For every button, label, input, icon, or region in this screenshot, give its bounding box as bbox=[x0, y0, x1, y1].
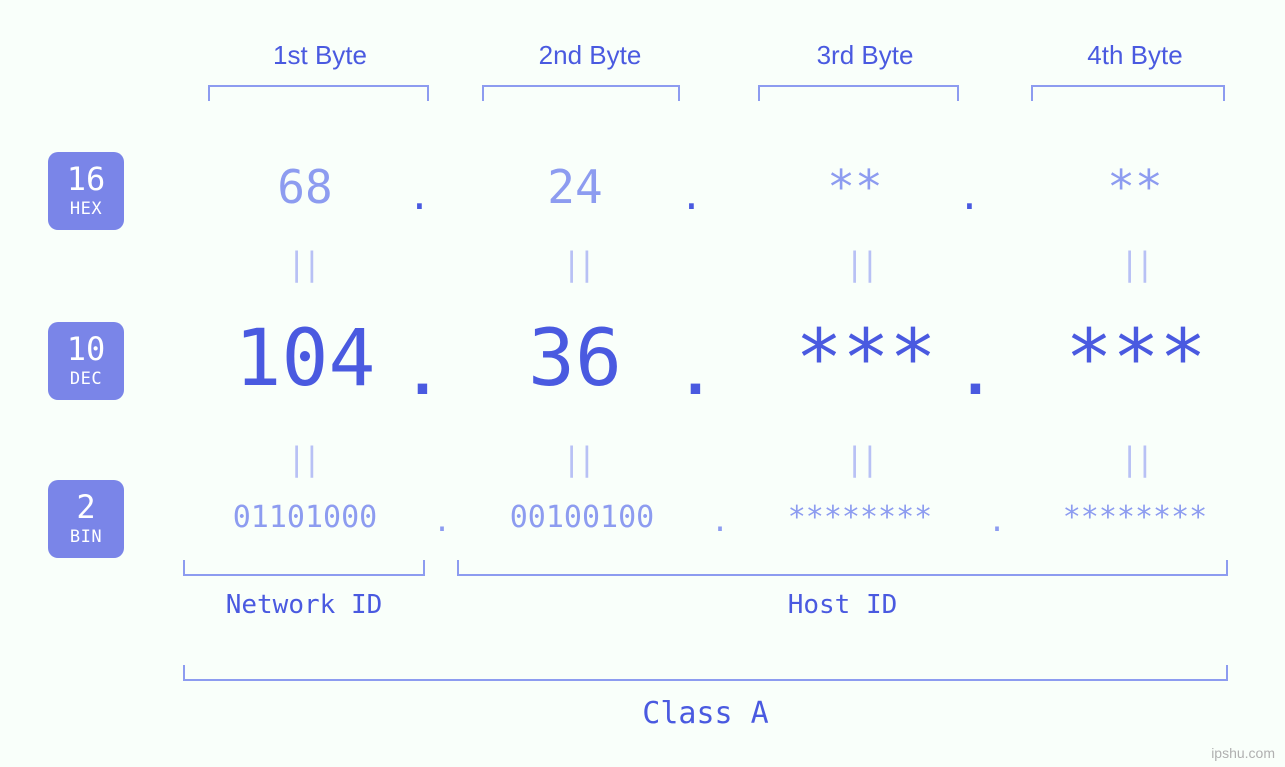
dec-dot-1: . bbox=[405, 340, 440, 408]
eq-dec-bin-2: || bbox=[562, 440, 593, 478]
badge-bin: 2 BIN bbox=[48, 480, 124, 558]
badge-hex-num: 16 bbox=[67, 163, 106, 195]
watermark: ipshu.com bbox=[1211, 745, 1275, 761]
bin-byte-4: ******** bbox=[1005, 500, 1265, 535]
network-id-label: Network ID bbox=[183, 590, 425, 620]
host-id-bracket bbox=[457, 560, 1228, 576]
eq-hex-dec-1: || bbox=[287, 245, 318, 283]
class-label: Class A bbox=[183, 696, 1228, 731]
eq-dec-bin-4: || bbox=[1120, 440, 1151, 478]
dec-dot-2: . bbox=[678, 340, 713, 408]
bin-dot-1: . bbox=[433, 504, 451, 539]
eq-dec-bin-3: || bbox=[845, 440, 876, 478]
badge-hex-lbl: HEX bbox=[70, 199, 102, 219]
hex-byte-3: ** bbox=[730, 160, 980, 214]
byte-header-3: 3rd Byte bbox=[755, 40, 975, 71]
dec-byte-2: 36 bbox=[450, 314, 700, 404]
eq-hex-dec-4: || bbox=[1120, 245, 1151, 283]
bin-byte-3: ******** bbox=[730, 500, 990, 535]
network-id-bracket bbox=[183, 560, 425, 576]
top-bracket-2 bbox=[482, 85, 680, 101]
hex-dot-1: . bbox=[408, 174, 431, 218]
top-bracket-1 bbox=[208, 85, 429, 101]
byte-header-4: 4th Byte bbox=[1025, 40, 1245, 71]
hex-byte-2: 24 bbox=[450, 160, 700, 214]
badge-bin-num: 2 bbox=[76, 491, 95, 523]
bin-byte-2: 00100100 bbox=[452, 500, 712, 535]
top-bracket-4 bbox=[1031, 85, 1225, 101]
byte-header-1: 1st Byte bbox=[210, 40, 430, 71]
badge-hex: 16 HEX bbox=[48, 152, 124, 230]
bin-byte-1: 01101000 bbox=[175, 500, 435, 535]
eq-hex-dec-3: || bbox=[845, 245, 876, 283]
eq-dec-bin-1: || bbox=[287, 440, 318, 478]
badge-dec-num: 10 bbox=[67, 333, 106, 365]
dec-byte-1: 104 bbox=[180, 314, 430, 404]
ip-diagram: 1st Byte 2nd Byte 3rd Byte 4th Byte 16 H… bbox=[0, 0, 1285, 767]
badge-dec-lbl: DEC bbox=[70, 369, 102, 389]
eq-hex-dec-2: || bbox=[562, 245, 593, 283]
bin-dot-2: . bbox=[711, 504, 729, 539]
badge-dec: 10 DEC bbox=[48, 322, 124, 400]
dec-byte-4: *** bbox=[1000, 314, 1272, 404]
class-bracket bbox=[183, 665, 1228, 681]
bin-dot-3: . bbox=[988, 504, 1006, 539]
hex-dot-2: . bbox=[680, 174, 703, 218]
badge-bin-lbl: BIN bbox=[70, 527, 102, 547]
hex-byte-4: ** bbox=[1010, 160, 1260, 214]
host-id-label: Host ID bbox=[457, 590, 1228, 620]
hex-byte-1: 68 bbox=[180, 160, 430, 214]
dec-dot-3: . bbox=[958, 340, 993, 408]
hex-dot-3: . bbox=[958, 174, 981, 218]
top-bracket-3 bbox=[758, 85, 959, 101]
byte-header-2: 2nd Byte bbox=[480, 40, 700, 71]
